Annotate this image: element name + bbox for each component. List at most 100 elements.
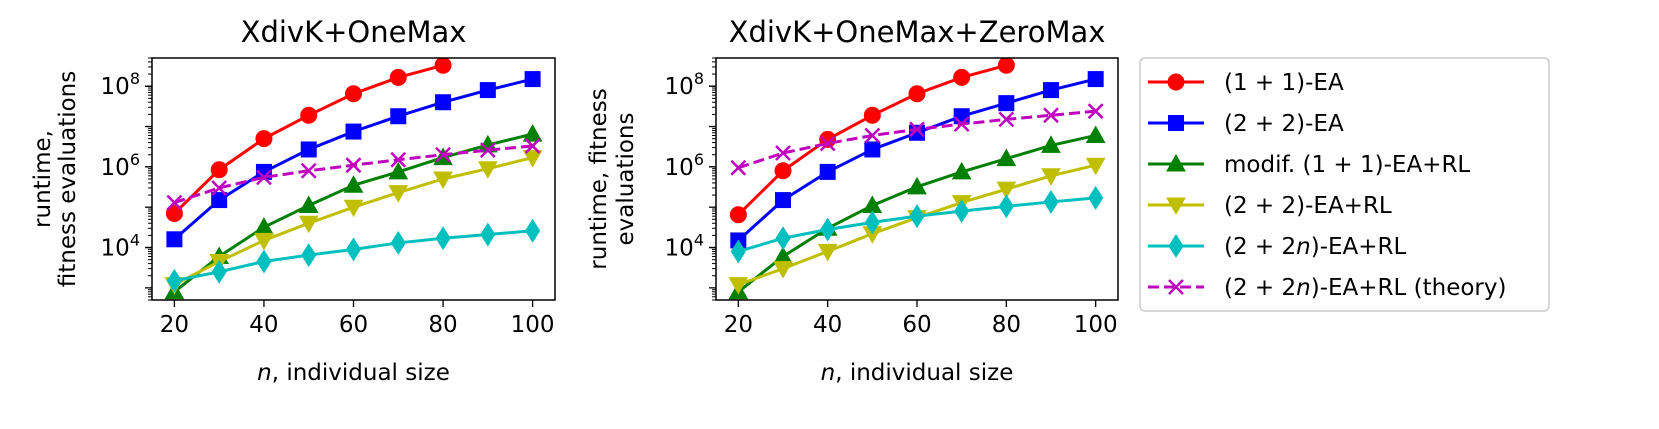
data-point	[908, 85, 926, 103]
data-point	[211, 192, 228, 209]
plot-frame	[151, 57, 556, 301]
y-tick-label: 108	[101, 69, 140, 100]
legend-label: modif. (1 + 1)-EA+RL	[1224, 152, 1470, 178]
data-point	[953, 116, 970, 132]
y-tick-label: 104	[665, 231, 704, 262]
data-point	[998, 194, 1014, 219]
data-point	[909, 204, 925, 229]
data-point	[211, 180, 228, 196]
data-point	[817, 243, 838, 262]
data-point	[730, 159, 747, 176]
data-point	[729, 206, 747, 224]
data-point	[166, 268, 182, 293]
legend-swatch-marker	[1168, 279, 1184, 295]
legend-swatch-marker	[1168, 234, 1184, 258]
data-point	[479, 82, 496, 99]
legend-swatch-marker	[1167, 73, 1185, 91]
plot-frame	[715, 57, 1119, 301]
data-point	[953, 108, 970, 125]
data-point	[345, 85, 362, 103]
data-point	[864, 127, 881, 144]
data-point	[774, 162, 792, 180]
data-point	[343, 175, 364, 193]
legend-label: (2 + 2)-EA	[1224, 111, 1344, 137]
data-point	[343, 199, 364, 218]
left-panel: XdivK+OneMax 20 40 60 80 100 104 106 108 n, indiv…	[30, 15, 556, 386]
data-point	[1087, 103, 1104, 120]
x-tick-label: 20	[724, 312, 753, 338]
right-panel: XdivK+OneMax+ZeroMax 20 40 60 80 100 104 106 108…	[586, 15, 1119, 386]
legend: (1 + 1)-EA (2 + 2)-EA modif. (1 + 1)-EA+RL…	[1139, 57, 1550, 312]
data-point	[909, 124, 925, 141]
series-layer	[164, 58, 543, 300]
data-point	[390, 151, 407, 168]
x-tick-label: 60	[339, 312, 368, 338]
legend-label: (2 + 2n)-EA+RL	[1224, 234, 1407, 260]
x-axis-label: n, individual size	[821, 360, 1014, 386]
data-point	[389, 68, 407, 86]
data-point	[300, 141, 317, 158]
data-point	[820, 217, 836, 242]
data-point	[433, 171, 453, 190]
y-axis-label: evaluations	[613, 113, 639, 246]
data-point	[165, 204, 183, 222]
data-point	[345, 157, 362, 174]
data-point	[166, 231, 183, 248]
data-point	[435, 94, 452, 111]
x-tick-label: 40	[813, 312, 842, 338]
y-tick-label: 108	[665, 69, 704, 100]
data-point	[390, 230, 406, 255]
data-point	[1041, 135, 1061, 153]
x-tick-label: 100	[511, 312, 555, 338]
data-point	[1087, 71, 1104, 88]
data-point	[819, 135, 836, 152]
series-layer	[728, 58, 1106, 300]
data-point	[388, 185, 409, 203]
data-point	[951, 161, 972, 180]
data-point	[300, 106, 318, 124]
data-point	[477, 161, 498, 179]
data-point	[1088, 185, 1104, 210]
panel-title: XdivK+OneMax	[241, 15, 467, 49]
x-tick-label: 80	[428, 312, 457, 338]
data-point	[524, 138, 541, 154]
x-axis-label: n, individual size	[257, 360, 450, 386]
legend-label: (1 + 1)-EA	[1224, 70, 1344, 96]
data-point	[864, 210, 880, 235]
data-point	[254, 217, 274, 235]
legend-swatch-marker	[1166, 153, 1186, 172]
data-point	[434, 58, 452, 74]
x-tick-label: 80	[992, 312, 1021, 338]
data-point	[1085, 157, 1106, 176]
data-point	[997, 58, 1015, 74]
legend-swatch-marker	[1168, 115, 1184, 131]
data-point	[1043, 107, 1059, 124]
data-point	[907, 176, 927, 195]
data-point	[524, 71, 541, 88]
y-axis-label: runtime, fitness	[586, 88, 612, 269]
x-tick-label: 60	[902, 312, 931, 338]
data-point	[256, 249, 272, 274]
data-point	[1043, 82, 1059, 99]
data-point	[435, 226, 451, 251]
data-point	[996, 148, 1017, 167]
data-point	[775, 192, 791, 209]
data-point	[388, 161, 409, 180]
legend-box	[1139, 57, 1550, 312]
data-point	[525, 218, 541, 243]
data-point	[773, 261, 793, 279]
data-point	[298, 195, 319, 214]
x-tick-label: 40	[249, 312, 278, 338]
data-point	[728, 277, 749, 295]
data-point	[479, 142, 496, 159]
data-point	[345, 237, 362, 262]
data-point	[1041, 168, 1061, 186]
panel-title: XdivK+OneMax+ZeroMax	[729, 15, 1106, 49]
data-point	[998, 111, 1015, 128]
data-point	[301, 243, 317, 268]
y-axis-label: fitness evaluations	[55, 71, 81, 287]
y-tick-label: 106	[101, 150, 140, 181]
data-point	[953, 68, 971, 86]
data-point	[522, 124, 543, 142]
